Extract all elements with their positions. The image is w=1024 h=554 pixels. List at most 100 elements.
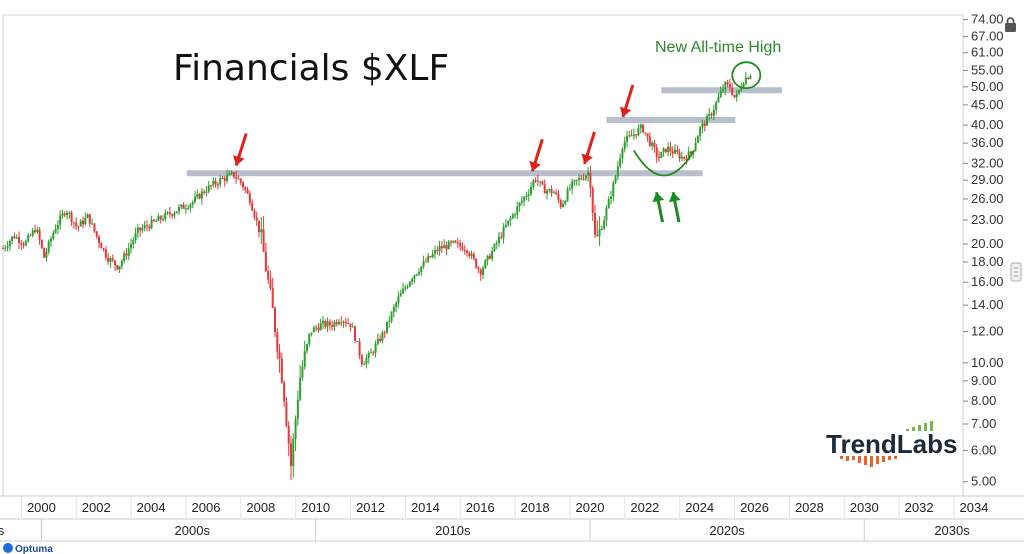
- candle-body: [639, 124, 642, 129]
- candle-body: [2, 248, 4, 250]
- candle-body: [717, 97, 720, 103]
- y-tick-label: 14.00: [971, 297, 1004, 312]
- candle-body: [235, 176, 238, 179]
- x-tick-label: 2034: [960, 500, 989, 515]
- candle-body: [632, 134, 635, 136]
- candle-body: [418, 272, 420, 274]
- candle-body: [40, 240, 43, 248]
- candle-body: [479, 269, 482, 275]
- candle-body: [527, 193, 530, 196]
- candle-body: [685, 158, 688, 160]
- candle-body: [285, 401, 288, 426]
- candle-body: [747, 77, 750, 79]
- candle-body: [504, 224, 507, 227]
- candle-body: [520, 200, 523, 203]
- candle-body: [518, 202, 521, 207]
- candle-body: [466, 250, 468, 253]
- candle-body: [482, 268, 484, 275]
- candle-body: [109, 258, 112, 262]
- candle-body: [607, 198, 610, 209]
- candle-body: [4, 247, 7, 249]
- candle-body: [132, 240, 135, 245]
- candlestick-series: [2, 71, 752, 481]
- candle-body: [699, 127, 702, 137]
- candle-body: [104, 249, 107, 258]
- candle-body: [706, 115, 708, 126]
- candle-body: [594, 212, 596, 235]
- candle-body: [392, 307, 395, 313]
- decade-label: 2010s: [435, 523, 471, 538]
- y-tick-label: 36.00: [971, 135, 1004, 150]
- candle-body: [534, 180, 537, 182]
- y-tick-label: 16.00: [971, 274, 1004, 289]
- decade-label: 1990s: [0, 523, 5, 538]
- candle-body: [562, 203, 564, 207]
- candle-body: [342, 321, 345, 323]
- candle-body: [427, 256, 430, 262]
- candle-body: [143, 225, 146, 229]
- candle-body: [52, 232, 55, 239]
- candle-body: [678, 152, 681, 159]
- y-tick-label: 20.00: [971, 236, 1004, 251]
- scroll-handle[interactable]: [1010, 262, 1022, 282]
- candle-body: [95, 231, 98, 237]
- candle-body: [532, 180, 535, 188]
- candle-body: [472, 253, 475, 259]
- candle-body: [118, 266, 121, 270]
- candle-body: [653, 142, 656, 148]
- candle-body: [290, 443, 292, 467]
- candle-body: [15, 237, 18, 239]
- candle-body: [47, 241, 50, 252]
- candle-body: [511, 214, 514, 219]
- candle-body: [93, 223, 96, 232]
- x-tick-label: 2024: [685, 500, 714, 515]
- y-tick-label: 23.00: [971, 212, 1004, 227]
- candle-body: [212, 180, 215, 186]
- candle-body: [447, 241, 450, 250]
- candle-body: [296, 399, 299, 420]
- candle-body: [164, 212, 167, 220]
- candle-body: [399, 293, 402, 297]
- candle-body: [715, 102, 718, 110]
- candle-body: [411, 279, 414, 282]
- candle-body: [559, 200, 562, 207]
- candle-body: [116, 265, 119, 270]
- candle-body: [379, 338, 382, 341]
- y-tick-label: 55.00: [971, 62, 1004, 77]
- candle-body: [438, 246, 441, 252]
- candle-body: [644, 132, 647, 134]
- candle-body: [319, 323, 322, 331]
- candle-body: [443, 245, 446, 249]
- candle-body: [171, 214, 174, 216]
- candle-body: [459, 242, 462, 247]
- x-tick-label: 2020: [576, 500, 605, 515]
- x-tick-label: 2018: [521, 500, 550, 515]
- candle-body: [198, 194, 201, 199]
- candle-body: [603, 220, 606, 229]
- down-arrow-head: [233, 155, 245, 166]
- candle-body: [88, 214, 91, 224]
- candle-body: [552, 192, 555, 194]
- candle-body: [107, 257, 110, 262]
- candle-body: [523, 196, 526, 201]
- candle-body: [54, 228, 57, 233]
- candle-body: [317, 327, 320, 331]
- candle-body: [6, 246, 9, 248]
- candle-body: [424, 261, 427, 263]
- candle-body: [182, 204, 185, 209]
- ath-annotation: New All-time High: [655, 39, 781, 56]
- candle-body: [413, 275, 416, 280]
- candle-body: [36, 229, 39, 233]
- lock-icon[interactable]: [1005, 17, 1016, 32]
- x-tick-label: 2006: [192, 500, 221, 515]
- candle-body: [667, 146, 670, 153]
- candle-body: [184, 208, 187, 210]
- candle-body: [422, 261, 425, 267]
- candle-body: [82, 220, 84, 225]
- candle-body: [612, 182, 615, 197]
- candle-body: [123, 253, 126, 262]
- candle-body: [372, 352, 375, 354]
- candle-body: [365, 358, 368, 365]
- candle-body: [43, 247, 46, 258]
